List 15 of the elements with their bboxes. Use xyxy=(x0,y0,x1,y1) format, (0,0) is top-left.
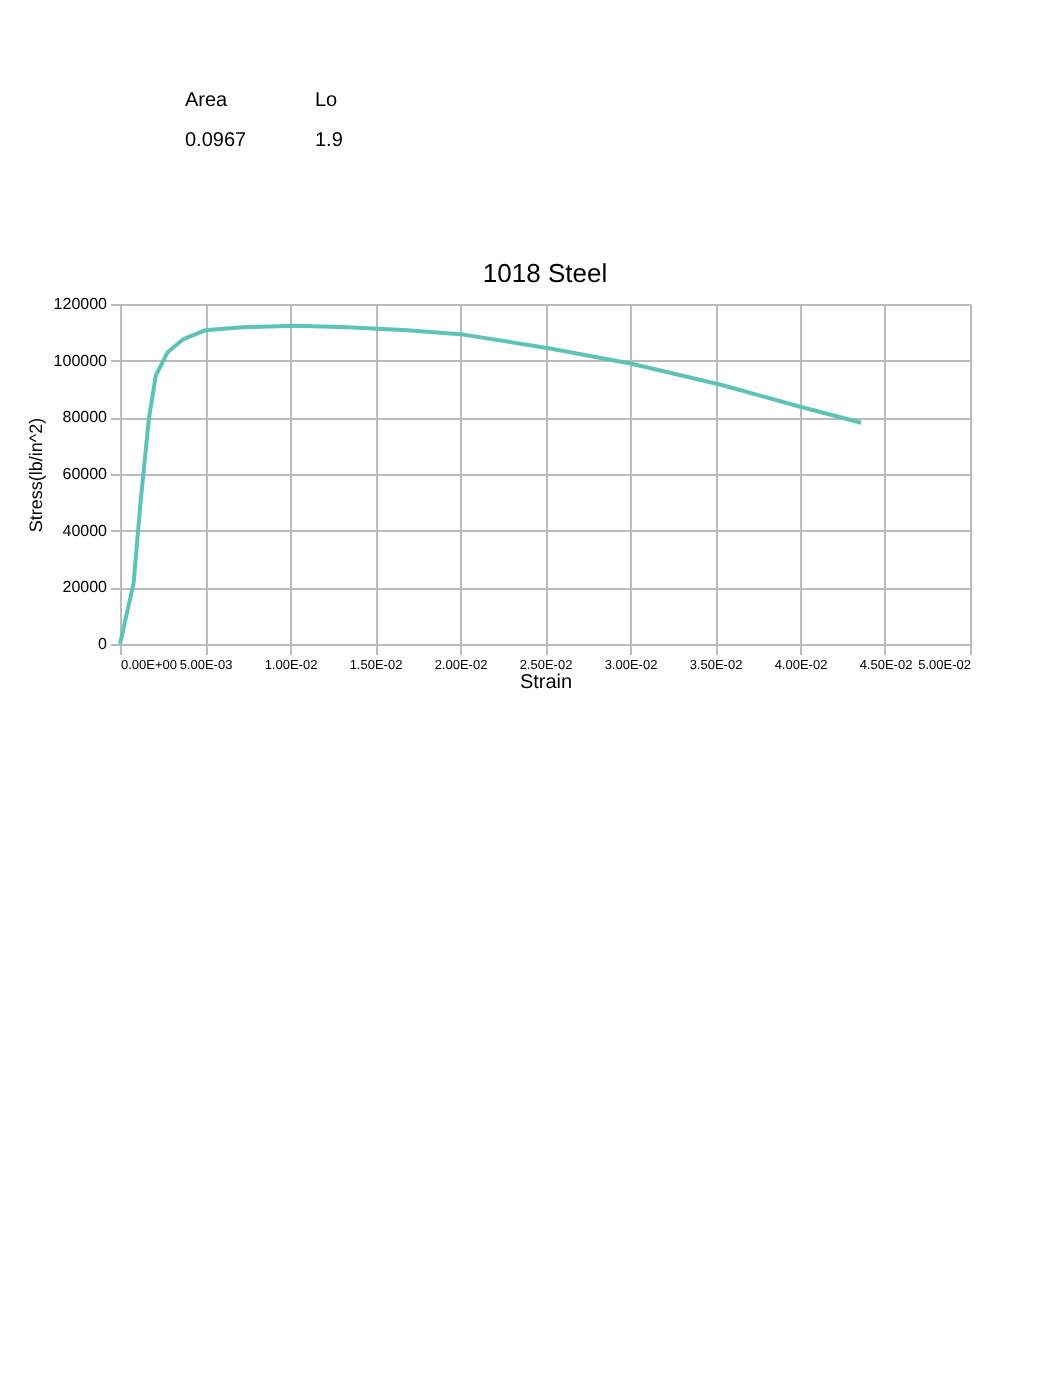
chart-title: 1018 Steel xyxy=(482,258,608,288)
text: 0.0967 xyxy=(185,130,248,152)
text: Lo xyxy=(315,90,339,112)
y-tick-label: 80000 xyxy=(62,408,109,427)
y-tick-label: 20000 xyxy=(62,578,109,597)
y-tick-label: 0 xyxy=(98,635,109,653)
text: 1.9 xyxy=(315,130,344,152)
y-tick-label: 100000 xyxy=(53,351,109,370)
x-axis-title: Strain xyxy=(519,672,573,694)
y-tick-label: 40000 xyxy=(62,521,109,540)
y-tick-label: 120000 xyxy=(53,295,109,313)
y-tick-label: 60000 xyxy=(62,465,109,483)
text: Area xyxy=(185,90,229,112)
line-series xyxy=(118,323,864,646)
y-axis-title: Stress(lb/in^2) xyxy=(25,417,46,533)
